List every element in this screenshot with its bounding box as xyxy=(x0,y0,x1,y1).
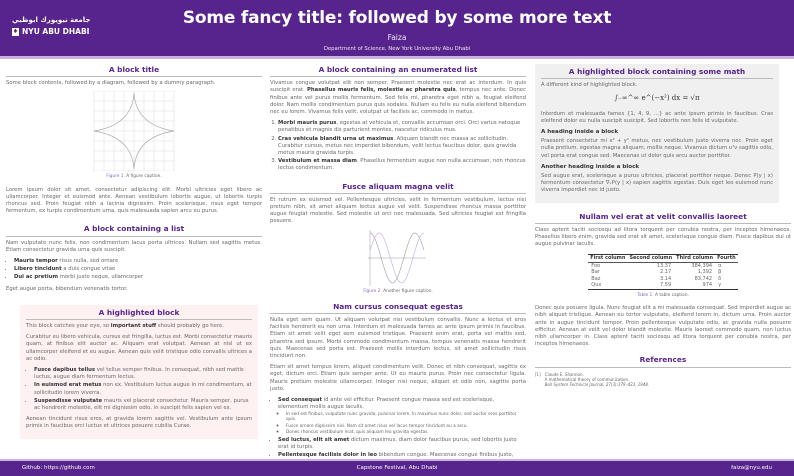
table-cell: 7.59 xyxy=(627,282,675,290)
paragraph: Aenean tincidunt risus eros, at gravida … xyxy=(26,416,252,430)
table-cell: δ xyxy=(718,275,722,282)
block-title: Nam cursus consequat egestas xyxy=(270,301,526,315)
bullet-list: Mauris tempor risus nulla, sed ornare Li… xyxy=(14,258,262,282)
list-item: Fusce ornare dignissim nisi. Nam sit ame… xyxy=(286,424,526,430)
logo-arabic: جامعة نيويورك ابوظبي xyxy=(12,16,91,24)
table-cell: 974 xyxy=(674,282,716,290)
paragraph: Eget augue porta, bibendum venenatis tor… xyxy=(6,285,128,292)
star-diagram xyxy=(93,91,175,172)
enumerated-list: Morbi mauris purus, egestas at vehicula … xyxy=(278,120,526,172)
list-item: Vestibulum et massa diam. Phasellus ferm… xyxy=(278,158,526,172)
list-item: Mauris tempor risus nulla, sed ornare xyxy=(14,258,262,265)
table-cell: Foo xyxy=(591,262,601,269)
paragraph: Vivamus congue volutpat elit non semper.… xyxy=(270,80,526,116)
list-item: Libero tincidunt a duis congue vitae xyxy=(14,266,262,273)
block-title: Fusce aliquam magna velit xyxy=(270,181,526,194)
table-caption: Table 1. A table caption. xyxy=(637,292,689,298)
column-2: A block containing an enumerated list Vi… xyxy=(270,64,526,471)
data-table: First column Second column Third column Fou… xyxy=(588,254,738,290)
list-item: Dui ac pretium morbi justo neque, ullamc… xyxy=(14,274,262,281)
footer-event: Capstone Festival, Abu Dhabi xyxy=(356,465,438,471)
nyuad-logo: جامعة نيويورك ابوظبي ♦ NYU ABU DHABI xyxy=(12,16,90,36)
paragraph: Praesent consectetur mi x² + y² metus, n… xyxy=(541,138,773,159)
list-item: Suspendisse vulputate mauris vel placera… xyxy=(34,398,252,412)
star-curve xyxy=(93,93,175,170)
paragraph: Donec quis posuere ligula. Nunc feugiat … xyxy=(535,305,791,348)
list-item: In sed est finibus, vulputate nunc gravi… xyxy=(286,412,526,423)
table-cell: 83,742 xyxy=(694,275,713,282)
highlighted-block: A highlighted block This block catches y… xyxy=(20,304,258,439)
table-cell: 3.14 xyxy=(660,275,672,282)
logo-text: NYU ABU DHABI xyxy=(22,27,90,36)
block-title: A highlighted block containing some math xyxy=(541,66,773,80)
table-row: Foo 13.37 384,394 α xyxy=(588,262,737,269)
column-1: A block title Some block contents, follo… xyxy=(6,64,262,439)
block-title: A block containing an enumerated list xyxy=(270,64,526,78)
equation: ∫₋∞^∞ e^(−x²) dx = √π xyxy=(614,94,700,103)
affiliation: Department of Science, New York Universi… xyxy=(323,46,471,52)
poster-header: جامعة نيويورك ابوظبي ♦ NYU ABU DHABI Some… xyxy=(0,0,794,59)
poster-title: Some fancy title: followed by some more … xyxy=(182,8,612,28)
subheading: Another heading inside a block xyxy=(541,163,640,170)
table-cell: 2.17 xyxy=(660,269,672,276)
table-cell: Baz xyxy=(591,275,601,282)
email-link[interactable]: faiza@nyu.edu xyxy=(731,465,772,471)
block-title: A highlighted block xyxy=(26,307,252,321)
sine-plot xyxy=(368,229,426,286)
paragraph: Curabitur eu libero vehicula, cursus est… xyxy=(26,334,252,362)
cosine-curve xyxy=(369,232,425,283)
block-title: A block containing a list xyxy=(6,223,262,237)
footer-divider xyxy=(0,459,794,461)
paragraph: Et rutrum ex euismod vel. Pellentesque u… xyxy=(270,196,526,225)
paragraph: A different kind of highlighted block. xyxy=(541,82,638,89)
table-cell: α xyxy=(718,262,722,269)
block-title: A block title xyxy=(6,64,262,78)
paragraph: Interdum et malesuada fames {1, 4, 9, …}… xyxy=(541,110,773,124)
table-cell: 384,394 xyxy=(691,262,713,269)
bullet-list: Fusce dapibus tellus vel tellus semper f… xyxy=(34,367,252,412)
paragraph: Sed augue erat, scelerisque a purus ultr… xyxy=(541,173,773,194)
poster-footer: Capstone Festival, Abu Dhabi Github: htt… xyxy=(0,459,794,476)
header-divider xyxy=(0,56,794,59)
figure-caption: Figure 2. Another figure caption. xyxy=(363,288,433,294)
table-cell: Qux xyxy=(588,282,628,290)
block-title: References xyxy=(535,354,791,368)
paragraph: Class aptent taciti sociosqu ad litora t… xyxy=(535,226,791,248)
table-cell: γ xyxy=(715,282,738,290)
list-item: Cras vehicula blandit urna ut maximus. A… xyxy=(278,136,526,158)
paragraph: Nulla eget sem quam. Ut aliquam volutpat… xyxy=(270,317,526,360)
list-item: Morbi mauris purus, egestas at vehicula … xyxy=(278,120,526,134)
figure-caption: Figure 1. A figure caption. xyxy=(106,174,162,180)
list-item: Sed luctus, elit sit amet dictum maximus… xyxy=(278,437,526,451)
paragraph: This block catches your eye, so importan… xyxy=(26,323,224,330)
reference-item: [1] Claude E. Shannon. A mathematical the… xyxy=(535,371,650,387)
table-cell: 13.37 xyxy=(656,262,672,269)
paragraph: Nam vulputate nunc felis, non condimentu… xyxy=(6,239,262,253)
table-row: Baz 3.14 83,742 δ xyxy=(588,276,737,283)
paragraph: Lorem ipsum dolor sit amet, consectetur … xyxy=(6,186,262,215)
paragraph: Some block contents, followed by a diagr… xyxy=(6,80,216,87)
column-3: A highlighted block containing some math… xyxy=(535,64,791,387)
table-cell: Bar xyxy=(591,269,600,276)
list-item: Sed consequat id ante vel efficitur. Pra… xyxy=(278,397,526,436)
block-title: Nullam vel erat at velit convallis laore… xyxy=(535,211,791,224)
highlighted-math-block: A highlighted block containing some math… xyxy=(535,64,779,203)
subheading: A heading inside a block xyxy=(541,129,619,136)
table-row: Bar 2.17 1,392 β xyxy=(588,269,737,276)
table-cell: β xyxy=(718,269,722,276)
bullet-list: Sed consequat id ante vel efficitur. Pra… xyxy=(278,397,526,467)
list-item: In euismod erat metus non ex. Vestibulum… xyxy=(34,382,252,396)
table-cell: 1,392 xyxy=(697,269,713,276)
sub-list: In sed est finibus, vulputate nunc gravi… xyxy=(286,412,526,436)
list-item: Fusce dapibus tellus vel tellus semper f… xyxy=(34,367,252,381)
list-item: Donec rhoncus vestibulum erat, quis aliq… xyxy=(286,430,526,436)
paragraph: Etiam sit amet tempus lorem, aliquet con… xyxy=(270,364,526,392)
github-link[interactable]: Github: https://github.com xyxy=(22,465,95,471)
table-row: Qux 7.59 974 γ xyxy=(588,282,738,290)
torch-icon: ♦ xyxy=(12,27,19,36)
author: Faiza xyxy=(387,33,407,42)
